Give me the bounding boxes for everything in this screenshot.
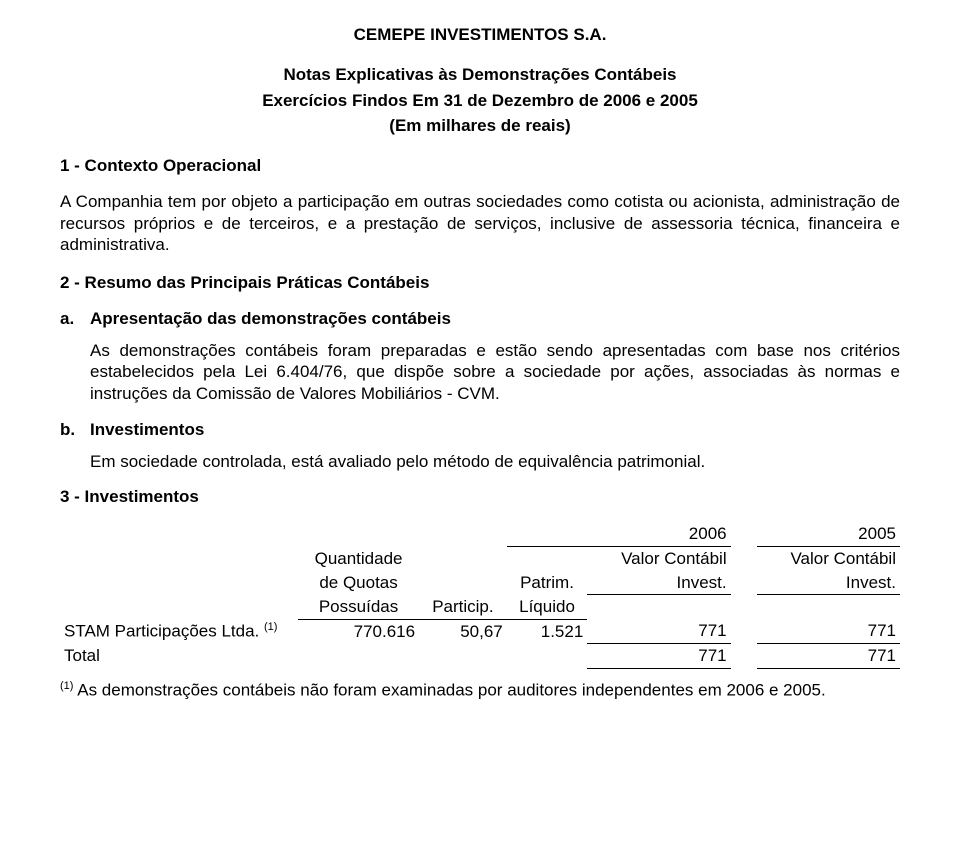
section-2a-title: Apresentação das demonstrações contábeis xyxy=(90,308,451,330)
col-qty-h1: Quantidade xyxy=(298,546,419,570)
table-header-row-1: Quantidade Valor Contábil Valor Contábil xyxy=(60,546,900,570)
period-line: Exercícios Findos Em 31 de Dezembro de 2… xyxy=(60,90,900,112)
company-title: CEMEPE INVESTIMENTOS S.A. xyxy=(60,24,900,46)
row-company-sup: (1) xyxy=(264,621,277,633)
table-header-row-2: de Quotas Patrim. Invest. Invest. xyxy=(60,571,900,595)
row-qty: 770.616 xyxy=(298,619,419,643)
row-vc-2005: 771 xyxy=(757,619,900,643)
row-particip: 50,67 xyxy=(419,619,507,643)
total-vc-2006: 771 xyxy=(587,643,730,668)
table-header-row-3: Possuídas Particip. Líquido xyxy=(60,595,900,619)
total-label: Total xyxy=(60,643,298,668)
section-2b-paragraph: Em sociedade controlada, está avaliado p… xyxy=(90,451,900,473)
footnote: (1) As demonstrações contábeis não foram… xyxy=(60,679,900,701)
col-vc06-h2: Invest. xyxy=(587,571,730,595)
col-vc05-h2: Invest. xyxy=(757,571,900,595)
section-2b-title: Investimentos xyxy=(90,419,204,441)
investments-table-wrap: 2006 2005 Quantidade Valor Contábil Valo… xyxy=(60,522,900,669)
section-1-paragraph: A Companhia tem por objeto a participaçã… xyxy=(60,191,900,256)
col-qty-h2: de Quotas xyxy=(298,571,419,595)
col-pat-h2: Líquido xyxy=(507,595,588,619)
col-patrim-year xyxy=(507,522,588,546)
year-2006: 2006 xyxy=(587,522,730,546)
investments-table: 2006 2005 Quantidade Valor Contábil Valo… xyxy=(60,522,900,669)
section-2a-heading: a. Apresentação das demonstrações contáb… xyxy=(60,308,900,330)
row-company: STAM Participações Ltda. (1) xyxy=(60,619,298,643)
notes-title: Notas Explicativas às Demonstrações Cont… xyxy=(60,64,900,86)
year-2005: 2005 xyxy=(757,522,900,546)
col-pat-h1: Patrim. xyxy=(507,571,588,595)
section-3-heading: 3 - Investimentos xyxy=(60,486,900,508)
table-row: STAM Participações Ltda. (1) 770.616 50,… xyxy=(60,619,900,643)
footnote-text: As demonstrações contábeis não foram exa… xyxy=(73,680,825,699)
section-2a-label: a. xyxy=(60,308,90,330)
footnote-marker: (1) xyxy=(60,680,73,692)
section-2a-paragraph: As demonstrações contábeis foram prepara… xyxy=(90,340,900,405)
section-2-heading: 2 - Resumo das Principais Práticas Contá… xyxy=(60,272,900,294)
total-vc-2005: 771 xyxy=(757,643,900,668)
row-vc-2006: 771 xyxy=(587,619,730,643)
col-part-h: Particip. xyxy=(419,595,507,619)
table-year-row: 2006 2005 xyxy=(60,522,900,546)
section-2b-heading: b. Investimentos xyxy=(60,419,900,441)
section-2b-label: b. xyxy=(60,419,90,441)
row-patrim: 1.521 xyxy=(507,619,588,643)
col-vc05-h1: Valor Contábil xyxy=(757,546,900,570)
col-qty-h3: Possuídas xyxy=(298,595,419,619)
section-1-heading: 1 - Contexto Operacional xyxy=(60,155,900,177)
units-line: (Em milhares de reais) xyxy=(60,115,900,137)
col-vc06-h1: Valor Contábil xyxy=(587,546,730,570)
page: CEMEPE INVESTIMENTOS S.A. Notas Explicat… xyxy=(0,0,960,866)
row-company-name: STAM Participações Ltda. xyxy=(64,622,259,641)
table-total-row: Total 771 771 xyxy=(60,643,900,668)
